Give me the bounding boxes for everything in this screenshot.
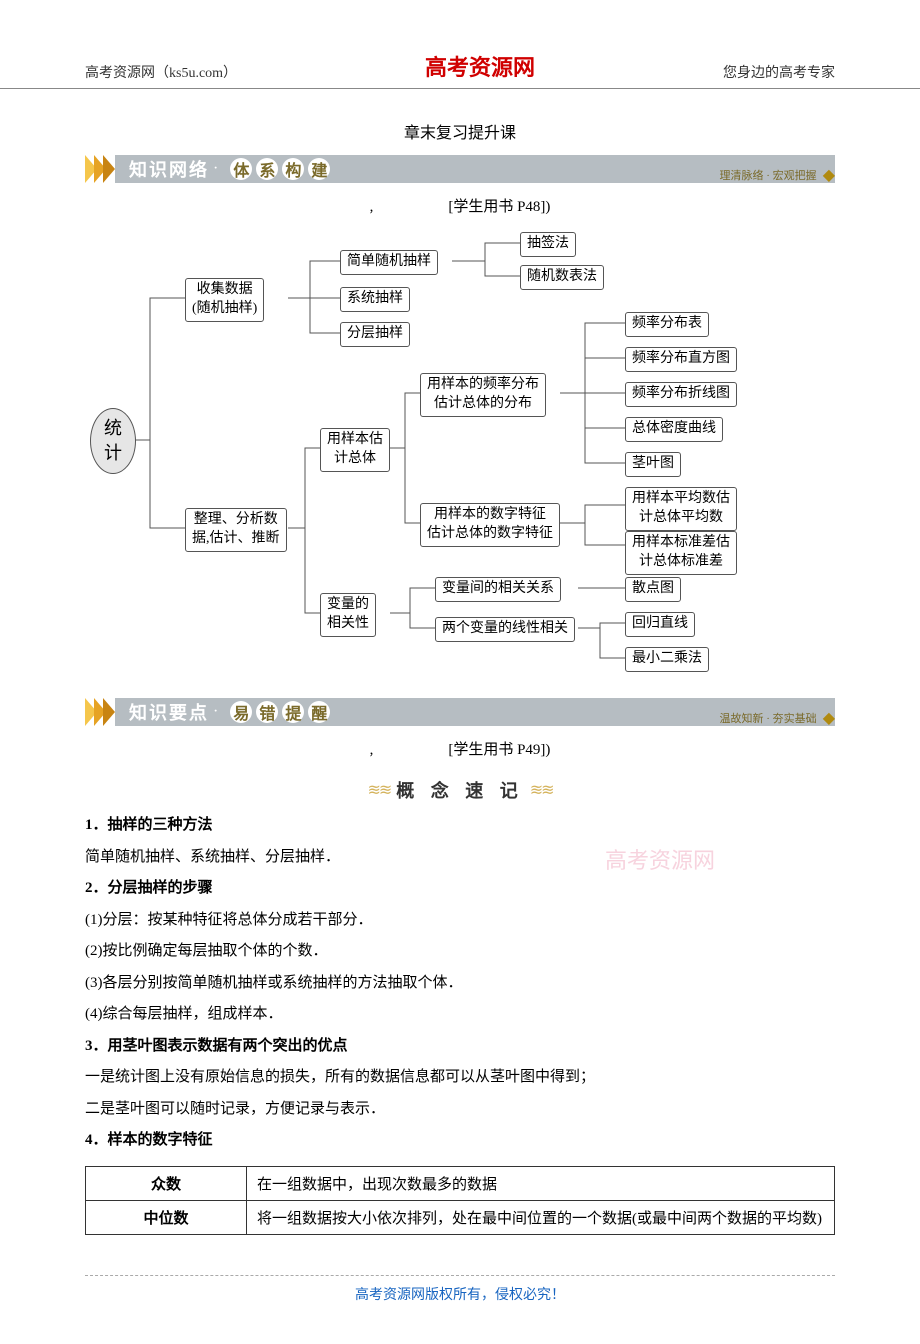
header-right: 您身边的高考专家	[723, 62, 835, 82]
node-simple-random: 简单随机抽样	[340, 250, 438, 275]
pill-char: 醒	[308, 701, 330, 723]
pill-char: 系	[256, 158, 278, 180]
node-polyline: 频率分布折线图	[625, 382, 737, 407]
wave-icon: ≋≋	[367, 780, 390, 800]
banner-pills: 体 系 构 建	[230, 158, 334, 180]
node-std: 用样本标准差估 计总体标准差	[625, 531, 737, 575]
cell-key: 众数	[86, 1166, 247, 1200]
node-regline: 回归直线	[625, 612, 695, 637]
pill-char: 建	[308, 158, 330, 180]
node-histogram: 频率分布直方图	[625, 347, 737, 372]
banner-pills: 易 错 提 醒	[230, 701, 334, 723]
heading-1: 1．抽样的三种方法	[85, 813, 835, 839]
node-linear: 两个变量的线性相关	[435, 617, 575, 642]
header-center: 高考资源网	[425, 50, 535, 82]
node-estimate: 用样本估 计总体	[320, 428, 390, 472]
page-header: 高考资源网（ks5u.com） 高考资源网 您身边的高考专家	[0, 0, 920, 89]
paragraph: 一是统计图上没有原始信息的损失，所有的数据信息都可以从茎叶图中得到；	[85, 1065, 835, 1091]
page-ref: , [学生用书 P48])	[85, 195, 835, 216]
content-body: 高考资源网 1．抽样的三种方法 简单随机抽样、系统抽样、分层抽样． 2．分层抽样…	[85, 813, 835, 1235]
node-leastsq: 最小二乘法	[625, 647, 709, 672]
node-varrel: 变量间的相关关系	[435, 577, 561, 602]
characteristics-table: 众数 在一组数据中，出现次数最多的数据 中位数 将一组数据按大小依次排列，处在最…	[85, 1166, 835, 1235]
paragraph: 二是茎叶图可以随时记录，方便记录与表示．	[85, 1097, 835, 1123]
node-root: 统 计	[90, 408, 136, 474]
heading-4: 4．样本的数字特征	[85, 1128, 835, 1154]
node-freqtable: 频率分布表	[625, 312, 709, 337]
table-row: 众数 在一组数据中，出现次数最多的数据	[86, 1166, 835, 1200]
banner-label: 知识网络	[129, 156, 209, 182]
node-numchar: 用样本的数字特征 估计总体的数字特征	[420, 503, 560, 547]
paragraph: (3)各层分别按简单随机抽样或系统抽样的方法抽取个体．	[85, 971, 835, 997]
paragraph: 简单随机抽样、系统抽样、分层抽样．	[85, 845, 835, 871]
cell-value: 将一组数据按大小依次排列，处在最中间位置的一个数据(或最中间两个数据的平均数)	[247, 1200, 835, 1234]
page-footer: 高考资源网版权所有，侵权必究！	[85, 1275, 835, 1344]
wave-icon: ≋≋	[530, 780, 553, 800]
node-freqdist: 用样本的频率分布 估计总体的分布	[420, 373, 546, 417]
sub-heading: ≋≋ 概 念 速 记 ≋≋	[85, 777, 835, 803]
heading-2: 2．分层抽样的步骤	[85, 876, 835, 902]
node-collect: 收集数据 (随机抽样)	[185, 278, 264, 322]
pill-char: 易	[230, 701, 252, 723]
banner-note: 温故知新 · 夯实基础◆	[720, 708, 835, 728]
section-banner-keypoints: 知识要点 · 易 错 提 醒 温故知新 · 夯实基础◆	[85, 698, 835, 726]
node-density: 总体密度曲线	[625, 417, 723, 442]
header-left: 高考资源网（ks5u.com）	[85, 62, 237, 82]
page-ref: , [学生用书 P49])	[85, 738, 835, 759]
concept-map: 统 计 收集数据 (随机抽样) 简单随机抽样 抽签法 随机数表法 系统抽样 分层…	[90, 228, 830, 668]
pill-char: 构	[282, 158, 304, 180]
chapter-title: 章末复习提升课	[85, 119, 835, 143]
pill-char: 提	[282, 701, 304, 723]
node-stemleaf: 茎叶图	[625, 452, 681, 477]
pill-char: 体	[230, 158, 252, 180]
banner-label: 知识要点	[129, 699, 209, 725]
table-row: 中位数 将一组数据按大小依次排列，处在最中间位置的一个数据(或最中间两个数据的平…	[86, 1200, 835, 1234]
paragraph: (2)按比例确定每层抽取个体的个数．	[85, 939, 835, 965]
pill-char: 错	[256, 701, 278, 723]
node-lottery: 抽签法	[520, 232, 576, 257]
section-banner-network: 知识网络 · 体 系 构 建 理清脉络 · 宏观把握◆	[85, 155, 835, 183]
node-analyze: 整理、分析数 据,估计、推断	[185, 508, 287, 552]
paragraph: (1)分层：按某种特征将总体分成若干部分．	[85, 908, 835, 934]
node-randtable: 随机数表法	[520, 265, 604, 290]
cell-key: 中位数	[86, 1200, 247, 1234]
node-mean: 用样本平均数估 计总体平均数	[625, 487, 737, 531]
chevron-icon	[103, 698, 115, 726]
cell-value: 在一组数据中，出现次数最多的数据	[247, 1166, 835, 1200]
heading-3: 3．用茎叶图表示数据有两个突出的优点	[85, 1034, 835, 1060]
node-scatter: 散点图	[625, 577, 681, 602]
paragraph: (4)综合每层抽样，组成样本．	[85, 1002, 835, 1028]
node-stratified: 分层抽样	[340, 322, 410, 347]
node-system: 系统抽样	[340, 287, 410, 312]
banner-note: 理清脉络 · 宏观把握◆	[720, 165, 835, 185]
chevron-icon	[103, 155, 115, 183]
node-corr: 变量的 相关性	[320, 593, 376, 637]
